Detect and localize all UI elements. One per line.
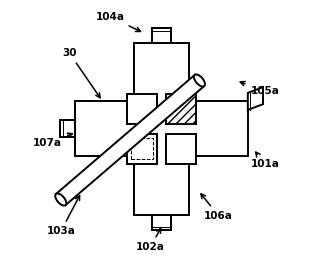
Text: 101a: 101a — [250, 152, 279, 169]
Bar — [166, 94, 196, 124]
Bar — [127, 134, 157, 164]
Polygon shape — [75, 43, 248, 215]
Bar — [131, 138, 152, 159]
Bar — [127, 94, 157, 124]
Bar — [152, 215, 171, 230]
Text: 107a: 107a — [33, 133, 72, 148]
Text: 102a: 102a — [136, 228, 165, 252]
Text: 103a: 103a — [46, 196, 80, 236]
Text: 105a: 105a — [240, 82, 279, 96]
Bar — [166, 134, 196, 164]
Bar — [60, 120, 75, 137]
Text: 106a: 106a — [201, 194, 233, 221]
Text: 104a: 104a — [96, 12, 141, 32]
Ellipse shape — [55, 194, 66, 206]
Bar — [152, 28, 171, 43]
Ellipse shape — [194, 74, 205, 87]
Polygon shape — [56, 75, 204, 205]
Polygon shape — [248, 87, 263, 110]
Text: 30: 30 — [62, 48, 100, 98]
